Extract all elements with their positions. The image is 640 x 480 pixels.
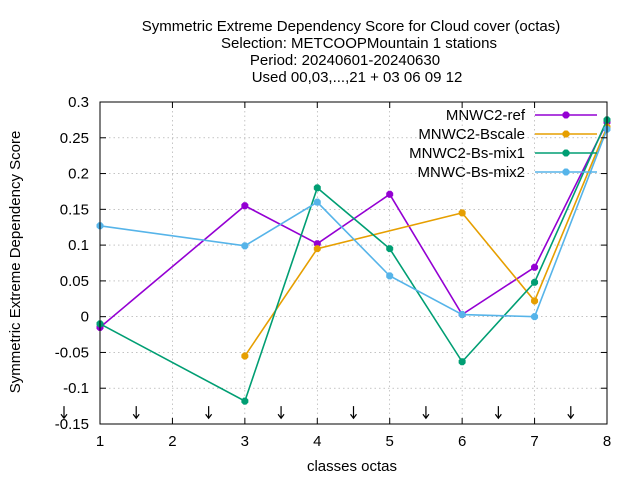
y-tick-label: 0.05 [60, 273, 89, 290]
series-3 [96, 125, 611, 321]
legend-marker [562, 149, 570, 157]
x-tick-label: 7 [530, 433, 538, 450]
x-tick-label: 8 [603, 433, 611, 450]
x-axis-label: classes octas [307, 458, 397, 475]
y-tick-label: 0.1 [68, 237, 89, 254]
y-tick-label: -0.05 [55, 344, 89, 361]
legend-label: MNWC2-Bscale [418, 126, 525, 143]
chart-title: Symmetric Extreme Dependency Score for C… [142, 18, 560, 86]
legend-marker [562, 111, 570, 119]
legend: MNWC2-ref MNWC2-Bscale MNWC2-Bs-mix1 MNWC-B… [409, 107, 597, 181]
title-line-2: Selection: METCOOPMountain 1 stations [221, 35, 497, 52]
x-tick-label: 4 [313, 433, 321, 450]
y-tick-label: -0.1 [63, 380, 89, 397]
down-arrow-icon [205, 406, 213, 420]
x-tick-label: 1 [96, 433, 104, 450]
data-point [458, 311, 466, 319]
legend-marker [562, 130, 570, 138]
data-point [313, 245, 321, 253]
legend-marker [562, 168, 570, 176]
data-point [531, 313, 539, 321]
data-point [386, 272, 394, 280]
down-arrow-icon [350, 406, 357, 420]
data-point [458, 209, 466, 217]
axis-ticks: 1 2 3 4 5 6 7 8 -0.15 -0.1 -0.05 0 0.05 0.1 0.15 0.2 0.2… [55, 94, 611, 450]
y-tick-label: 0.2 [68, 166, 89, 183]
data-point [531, 263, 539, 271]
series-2 [96, 116, 611, 405]
title-line-1: Symmetric Extreme Dependency Score for C… [142, 18, 560, 35]
series-line [99, 119, 608, 403]
x-tick-label: 6 [458, 433, 466, 450]
down-arrow-icon [494, 406, 502, 420]
legend-label: MNWC2-ref [446, 107, 526, 124]
class-arrow-markers [60, 406, 575, 420]
down-arrow-icon [422, 406, 430, 420]
y-axis-label: Symmetric Extreme Dependency Score [7, 131, 24, 394]
data-point [386, 245, 394, 253]
legend-label: MNWC2-Bs-mix1 [409, 145, 525, 162]
data-point [313, 184, 321, 192]
data-point [241, 242, 249, 250]
data-point [313, 198, 321, 206]
plot-frame [99, 101, 608, 425]
grid [100, 102, 607, 424]
y-tick-label: 0.3 [68, 94, 89, 111]
data-point [386, 190, 394, 198]
title-line-3: Period: 20240601-20240630 [250, 52, 440, 69]
legend-label: MNWC-Bs-mix2 [418, 164, 525, 181]
down-arrow-icon [132, 406, 140, 420]
y-tick-label: 0.25 [60, 130, 89, 147]
y-tick-label: 0.15 [60, 201, 89, 218]
title-line-4: Used 00,03,...,21 + 03 06 09 12 [252, 69, 463, 86]
data-point [241, 352, 249, 360]
data-point [241, 397, 249, 405]
data-point [241, 202, 249, 210]
data-point [531, 297, 539, 305]
series-lines [96, 116, 611, 405]
data-point [531, 278, 539, 286]
down-arrow-icon [277, 406, 285, 420]
x-tick-label: 5 [386, 433, 394, 450]
y-tick-label: -0.15 [55, 416, 89, 433]
x-tick-label: 2 [168, 433, 176, 450]
x-tick-label: 3 [241, 433, 249, 450]
series-line [99, 128, 608, 318]
data-point [458, 358, 466, 366]
y-tick-label: 0 [81, 309, 89, 326]
down-arrow-icon [60, 406, 68, 420]
down-arrow-icon [567, 406, 575, 420]
